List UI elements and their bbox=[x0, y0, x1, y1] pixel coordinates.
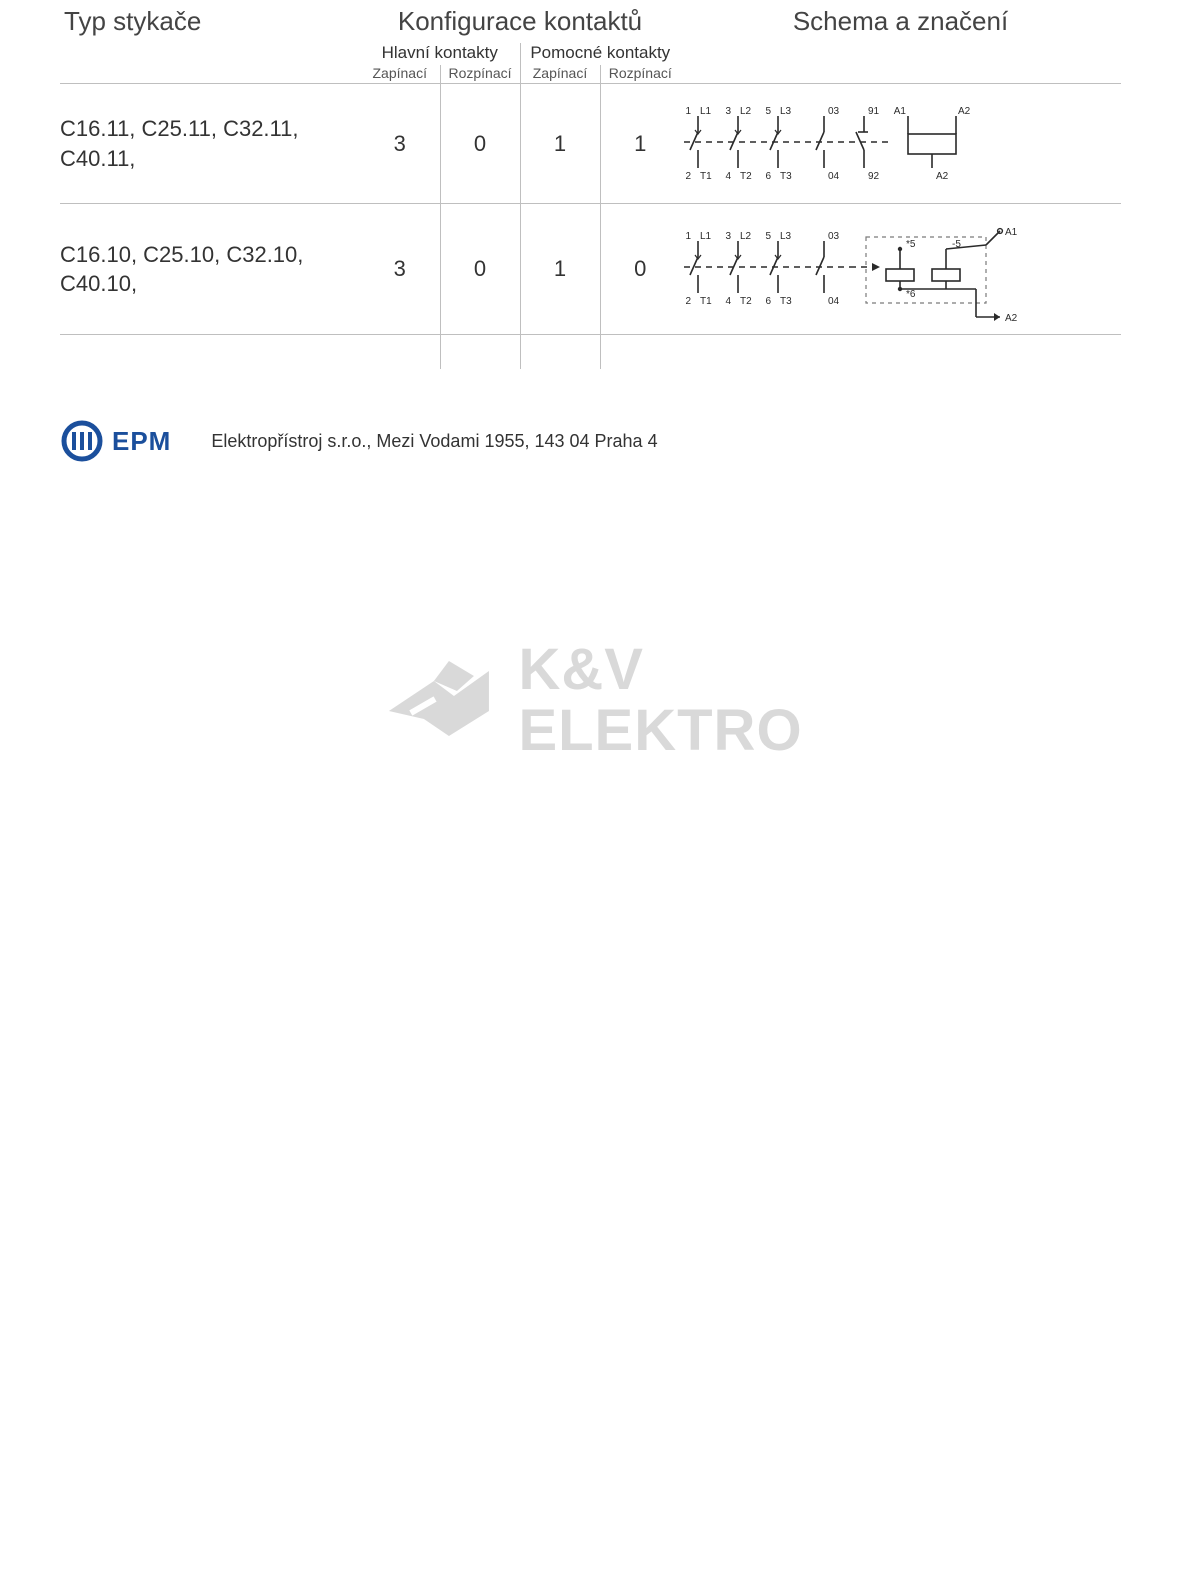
main-nc-header: Rozpínací bbox=[440, 65, 520, 84]
svg-text:5: 5 bbox=[765, 231, 771, 242]
svg-text:03: 03 bbox=[828, 231, 840, 242]
val-cell: 1 bbox=[520, 204, 600, 335]
svg-text:3: 3 bbox=[725, 231, 731, 242]
watermark-icon bbox=[378, 641, 498, 761]
svg-text:L2: L2 bbox=[740, 106, 752, 117]
svg-text:*6: *6 bbox=[906, 289, 916, 300]
schema-cell: 1 L1 2 T1 3 L2 4 T2 5 L3 6 T3 03 04 91 92 A1 A2 A2 bbox=[680, 84, 1121, 204]
table-row: C16.11, C25.11, C32.11, C40.11, 3 0 1 1 … bbox=[60, 84, 1121, 204]
svg-text:L1: L1 bbox=[700, 106, 712, 117]
footer-address: Elektropřístroj s.r.o., Mezi Vodami 1955… bbox=[211, 431, 657, 452]
svg-text:T3: T3 bbox=[780, 171, 792, 182]
val-cell: 3 bbox=[360, 84, 440, 204]
table-row: C16.10, C25.10, C32.10, C40.10, 3 0 1 0 … bbox=[60, 204, 1121, 335]
header-row-3: Zapínací Rozpínací Zapínací Rozpínací bbox=[60, 65, 1121, 84]
col-config-header: Konfigurace kontaktů bbox=[360, 0, 680, 43]
svg-text:04: 04 bbox=[828, 296, 840, 307]
epm-logo: EPM bbox=[60, 419, 171, 463]
svg-text:3: 3 bbox=[725, 106, 731, 117]
svg-text:L2: L2 bbox=[740, 231, 752, 242]
svg-text:4: 4 bbox=[725, 296, 731, 307]
svg-text:A2: A2 bbox=[958, 106, 971, 117]
header-row-2: Hlavní kontakty Pomocné kontakty bbox=[60, 43, 1121, 65]
aux-nc-header: Rozpínací bbox=[600, 65, 680, 84]
svg-text:T2: T2 bbox=[740, 171, 752, 182]
col-type-header: Typ stykače bbox=[60, 0, 360, 43]
svg-text:L1: L1 bbox=[700, 231, 712, 242]
svg-text:1: 1 bbox=[685, 106, 691, 117]
footer: EPM Elektropřístroj s.r.o., Mezi Vodami … bbox=[60, 419, 1121, 463]
svg-text:T3: T3 bbox=[780, 296, 792, 307]
col-schema-header: Schema a značení bbox=[680, 0, 1121, 43]
val-cell: 0 bbox=[440, 84, 520, 204]
svg-text:5: 5 bbox=[765, 106, 771, 117]
type-cell: C16.11, C25.11, C32.11, C40.11, bbox=[60, 84, 360, 204]
svg-text:04: 04 bbox=[828, 171, 840, 182]
watermark-line1: K&V bbox=[518, 640, 802, 701]
svg-text:T1: T1 bbox=[700, 296, 712, 307]
svg-text:2: 2 bbox=[685, 296, 691, 307]
svg-text:A1: A1 bbox=[1005, 227, 1018, 238]
epm-logo-icon bbox=[60, 419, 104, 463]
contactor-schematic-icon: 1L12T13L24T25L36T30304*5*6-5A1A2 bbox=[680, 214, 1040, 324]
aux-no-header: Zapínací bbox=[520, 65, 600, 84]
val-cell: 1 bbox=[520, 84, 600, 204]
val-cell: 0 bbox=[600, 204, 680, 335]
watermark-text: K&V ELEKTRO bbox=[518, 640, 802, 762]
val-cell: 1 bbox=[600, 84, 680, 204]
type-cell: C16.10, C25.10, C32.10, C40.10, bbox=[60, 204, 360, 335]
svg-text:T2: T2 bbox=[740, 296, 752, 307]
svg-text:L3: L3 bbox=[780, 231, 792, 242]
svg-text:A2: A2 bbox=[936, 171, 949, 182]
val-cell: 3 bbox=[360, 204, 440, 335]
svg-text:92: 92 bbox=[868, 171, 880, 182]
svg-text:91: 91 bbox=[868, 106, 880, 117]
watermark: K&V ELEKTRO bbox=[378, 640, 802, 762]
svg-text:4: 4 bbox=[725, 171, 731, 182]
svg-text:T1: T1 bbox=[700, 171, 712, 182]
svg-text:2: 2 bbox=[685, 171, 691, 182]
main-no-header: Zapínací bbox=[360, 65, 440, 84]
svg-text:6: 6 bbox=[765, 296, 771, 307]
epm-logo-text: EPM bbox=[112, 426, 171, 457]
svg-text:*5: *5 bbox=[906, 239, 916, 250]
svg-text:6: 6 bbox=[765, 171, 771, 182]
svg-text:1: 1 bbox=[685, 231, 691, 242]
svg-text:03: 03 bbox=[828, 106, 840, 117]
watermark-line2: ELEKTRO bbox=[518, 701, 802, 762]
contactor-table: Typ stykače Konfigurace kontaktů Schema … bbox=[60, 0, 1121, 369]
svg-text:A1: A1 bbox=[894, 106, 907, 117]
aux-contacts-header: Pomocné kontakty bbox=[520, 43, 680, 65]
main-contacts-header: Hlavní kontakty bbox=[360, 43, 520, 65]
svg-text:L3: L3 bbox=[780, 106, 792, 117]
contactor-schematic-icon: 1 L1 2 T1 3 L2 4 T2 5 L3 6 T3 03 04 91 92 A1 A2 A2 bbox=[680, 104, 1040, 184]
header-row-1: Typ stykače Konfigurace kontaktů Schema … bbox=[60, 0, 1121, 43]
svg-text:A2: A2 bbox=[1005, 313, 1018, 324]
schema-cell: 1L12T13L24T25L36T30304*5*6-5A1A2 bbox=[680, 204, 1121, 335]
table-stub-row bbox=[60, 335, 1121, 370]
val-cell: 0 bbox=[440, 204, 520, 335]
